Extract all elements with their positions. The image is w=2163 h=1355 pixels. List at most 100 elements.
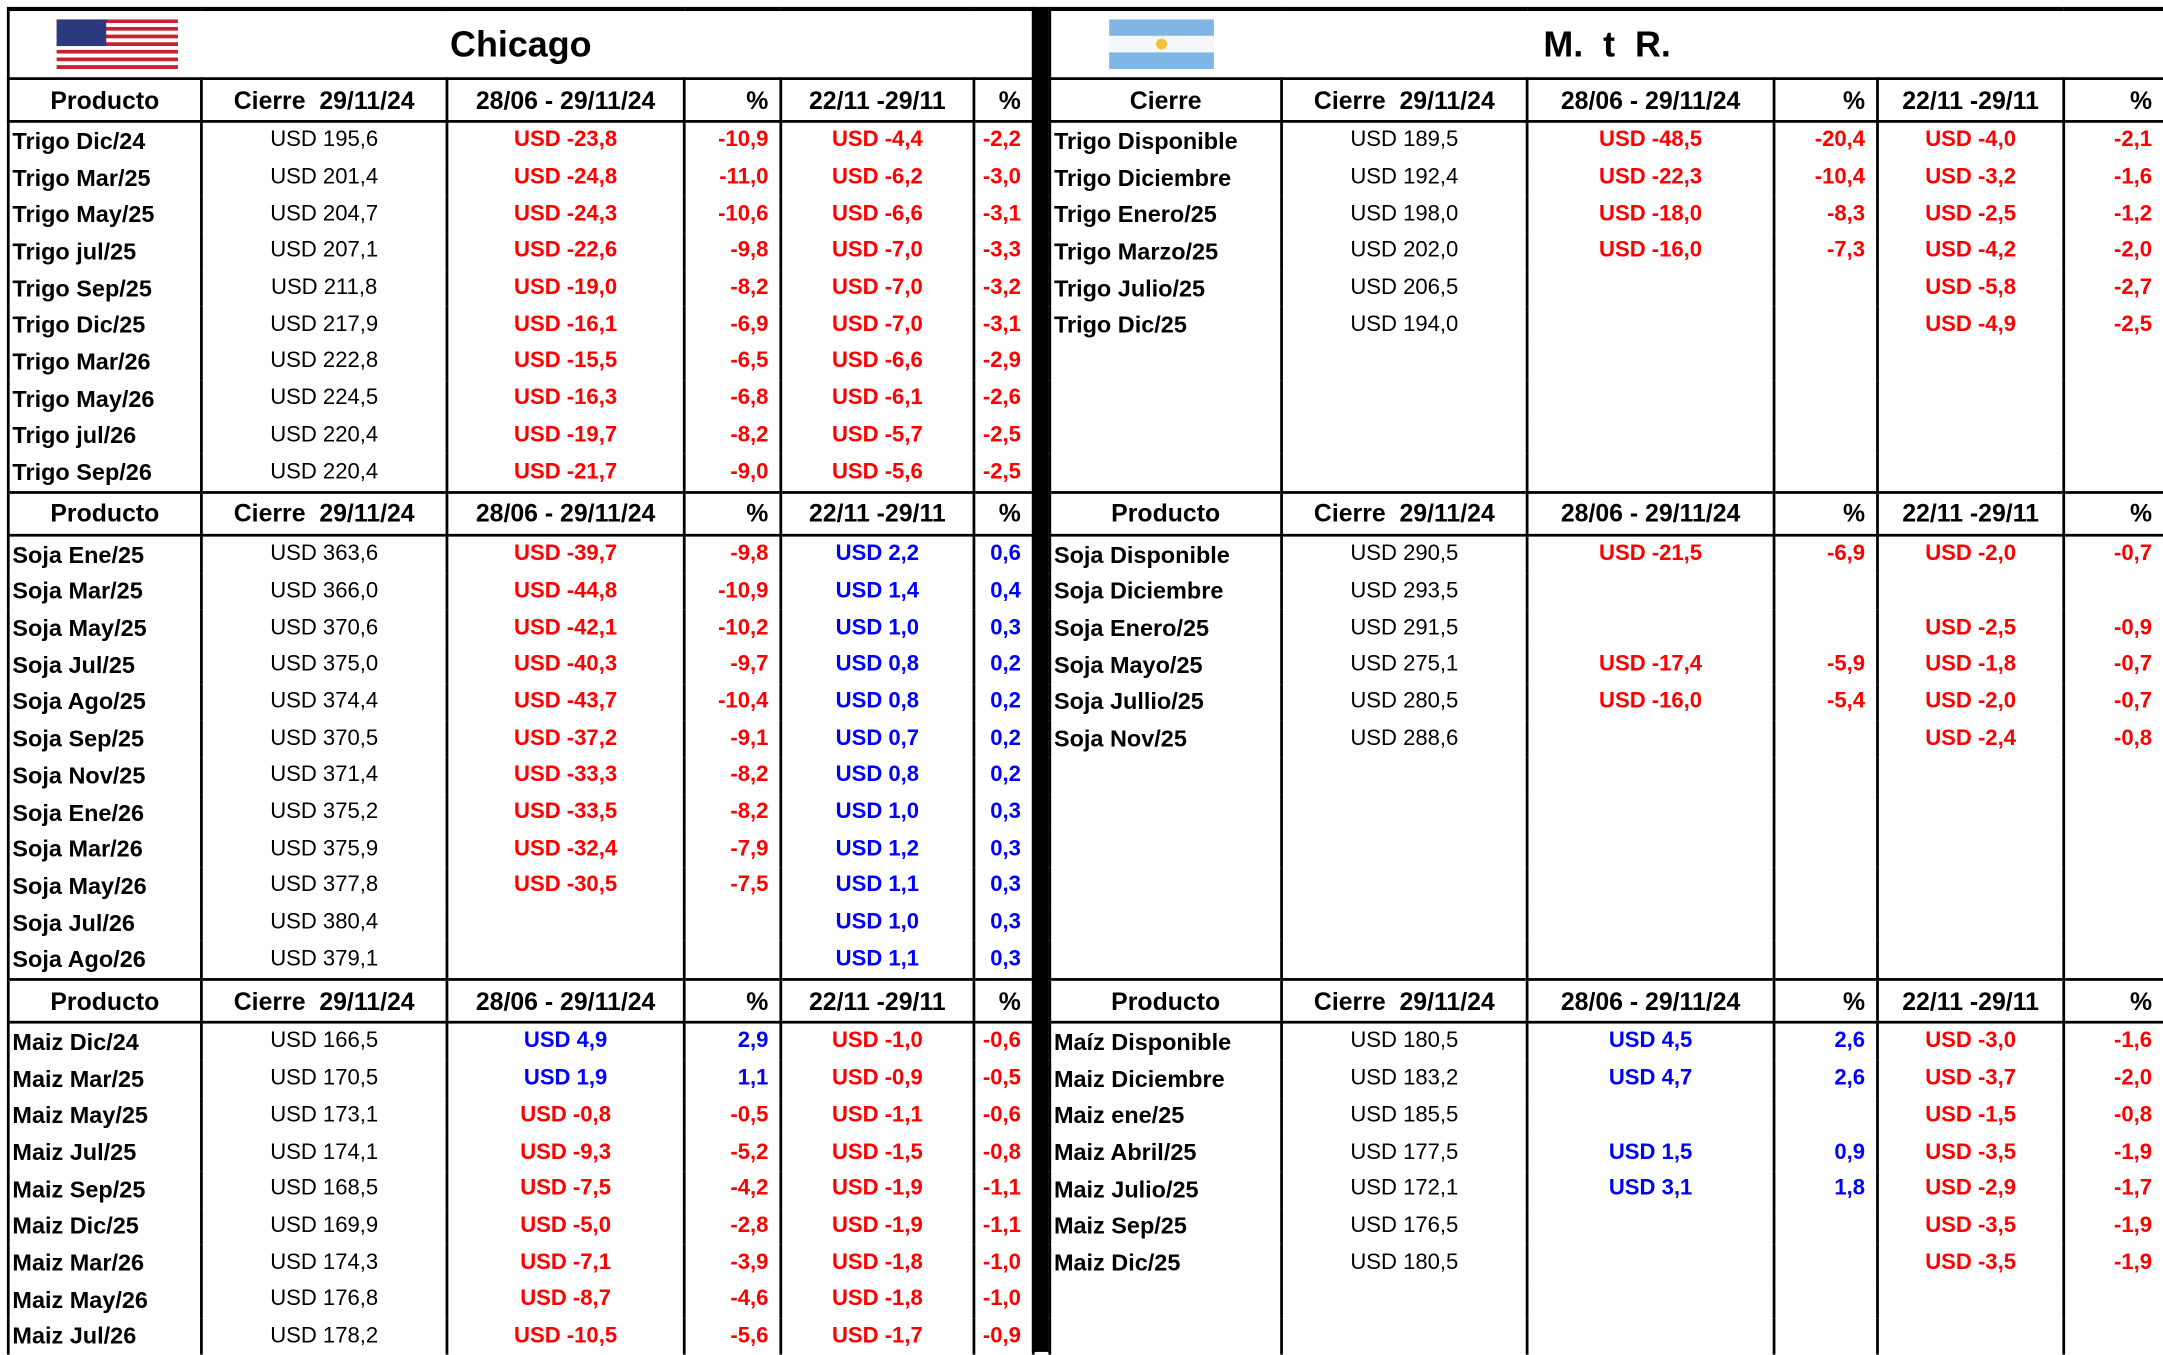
cell — [1048, 941, 1283, 980]
cell: -3,1 — [972, 306, 1035, 344]
cell: -7,3 — [1772, 233, 1879, 271]
cell: -1,6 — [2062, 159, 2163, 197]
cell: Trigo jul/25 — [6, 233, 203, 271]
title-row: Chicago — [6, 6, 1035, 80]
divider — [1031, 6, 1049, 1352]
cell: 0,3 — [972, 794, 1035, 831]
cell: USD 185,5 — [1280, 1097, 1529, 1135]
cell: USD -2,5 — [1876, 610, 2066, 647]
cell: USD -18,0 — [1525, 196, 1776, 234]
cell: -0,5 — [682, 1097, 783, 1135]
cell: Soja May/25 — [6, 610, 203, 647]
cell: Trigo Dic/24 — [6, 121, 203, 160]
data-row: Soja May/26 USD 377,8 USD -30,5 -7,5 USD 1,1… — [6, 867, 1035, 905]
cell: -3,1 — [972, 196, 1035, 234]
cell: -10,9 — [682, 121, 783, 160]
cell — [1772, 417, 1879, 455]
column-header: % — [682, 490, 783, 537]
cell: USD -8,7 — [445, 1281, 686, 1319]
header-row: Producto Cierre 29/11/24 28/06 - 29/11/24%… — [6, 77, 1035, 123]
cell — [2062, 794, 2163, 831]
cell: USD -7,0 — [779, 233, 976, 271]
data-row: Trigo Disponible USD 189,5 USD -48,5 -20,4 U… — [1048, 121, 2163, 160]
cell — [1048, 904, 1283, 942]
cell — [1772, 380, 1879, 418]
cell: USD 1,4 — [779, 573, 976, 611]
cell: USD -16,3 — [445, 380, 686, 418]
cell: -1,9 — [2062, 1207, 2163, 1245]
cell: -3,0 — [972, 159, 1035, 197]
cell — [2062, 830, 2163, 868]
cell: USD 4,7 — [1525, 1060, 1776, 1098]
data-row: Soja Ago/25 USD 374,4 USD -43,7 -10,4 USD 0,… — [6, 683, 1035, 721]
table-body: M. t R. Cierre Cierre 29/11/24 28/06 - 29/1… — [1048, 6, 2163, 1355]
cell: 0,4 — [972, 573, 1035, 611]
cell: USD 275,1 — [1280, 646, 1529, 684]
cell: USD 1,2 — [779, 830, 976, 868]
cell: USD -9,3 — [445, 1134, 686, 1172]
cell: -3,9 — [682, 1244, 783, 1282]
cell: USD -0,9 — [779, 1060, 976, 1098]
cell: -2,2 — [972, 121, 1035, 160]
cell: -1,7 — [2062, 1171, 2163, 1208]
cell — [1280, 380, 1529, 418]
cell: USD 1,0 — [779, 904, 976, 942]
cell: Soja Jullio/25 — [1048, 683, 1283, 721]
cell: USD 220,4 — [200, 454, 449, 493]
data-row: Soja Ene/26 USD 375,2 USD -33,5 -8,2 USD 1,0… — [6, 794, 1035, 831]
cell: Maiz Jul/25 — [6, 1134, 203, 1172]
cell: USD 375,9 — [200, 830, 449, 868]
cell: 0,6 — [972, 535, 1035, 574]
cell — [1876, 1281, 2066, 1319]
cell: Maiz Jul/26 — [6, 1318, 203, 1355]
column-header: % — [682, 77, 783, 123]
cell: 0,9 — [1772, 1134, 1879, 1172]
column-header: 22/11 -29/11 — [779, 77, 976, 123]
cell — [1525, 1281, 1776, 1319]
cell — [1876, 343, 2066, 381]
column-header: % — [972, 77, 1035, 123]
cell: USD -19,0 — [445, 270, 686, 307]
column-header: % — [1772, 490, 1879, 537]
cell: USD -5,6 — [779, 454, 976, 493]
cell: USD -48,5 — [1525, 121, 1776, 160]
cell: USD 291,5 — [1280, 610, 1529, 647]
data-row — [1048, 380, 2163, 418]
cell — [1280, 1318, 1529, 1355]
column-header: % — [1772, 978, 1879, 1024]
data-row: Trigo Enero/25 USD 198,0 USD -18,0 -8,3 USD … — [1048, 196, 2163, 234]
cell: -20,4 — [1772, 121, 1879, 160]
cell: USD 363,6 — [200, 535, 449, 574]
chicago-panel: Chicago Producto Cierre 29/11/24 28/06 - 29… — [6, 6, 1035, 1355]
column-header: Cierre 29/11/24 — [200, 490, 449, 537]
cell — [1525, 794, 1776, 831]
data-row: Trigo May/26 USD 224,5 USD -16,3 -6,8 USD -6… — [6, 380, 1035, 418]
cell: Trigo Mar/25 — [6, 159, 203, 197]
data-row: Trigo May/25 USD 204,7 USD -24,3 -10,6 USD -… — [6, 196, 1035, 234]
data-row: Soja Enero/25 USD 291,5 USD -2,5 -0,9 — [1048, 610, 2163, 647]
cell: USD 0,8 — [779, 683, 976, 721]
cell — [1525, 573, 1776, 611]
cell — [2062, 573, 2163, 611]
column-header: 22/11 -29/11 — [779, 490, 976, 537]
column-header: 28/06 - 29/11/24 — [445, 978, 686, 1024]
column-header: Cierre 29/11/24 — [1280, 490, 1529, 537]
cell: USD -16,0 — [1525, 233, 1776, 271]
cell — [1772, 454, 1879, 493]
cell: -8,2 — [682, 270, 783, 307]
cell: 0,2 — [972, 720, 1035, 758]
cell: -10,4 — [682, 683, 783, 721]
cell: -8,2 — [682, 417, 783, 455]
data-row — [1048, 454, 2163, 493]
data-row: Trigo Sep/26 USD 220,4 USD -21,7 -9,0 USD -5… — [6, 454, 1035, 493]
cell: Maiz Mar/26 — [6, 1244, 203, 1282]
cell: 0,3 — [972, 904, 1035, 942]
data-row: Soja Ago/26 USD 379,1 USD 1,1 0,3 — [6, 941, 1035, 980]
data-row: Maiz Sep/25 USD 176,5 USD -3,5 -1,9 — [1048, 1207, 2163, 1245]
cell: USD -16,0 — [1525, 683, 1776, 721]
cell — [1876, 830, 2066, 868]
cell: USD 4,5 — [1525, 1022, 1776, 1061]
data-row: Maiz May/25 USD 173,1 USD -0,8 -0,5 USD -1,1… — [6, 1097, 1035, 1135]
